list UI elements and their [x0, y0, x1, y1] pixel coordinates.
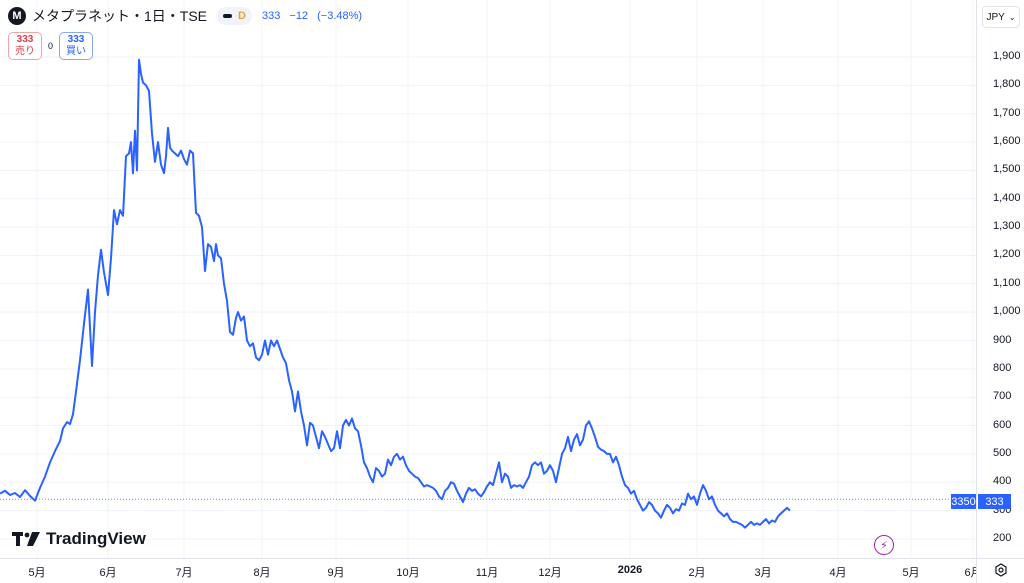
price-axis-label: 700 [993, 390, 1012, 403]
currency-selector[interactable]: JPY ⌄ [982, 6, 1020, 28]
price-axis-label: 1,500 [993, 163, 1021, 176]
price-axis-label: 500 [993, 446, 1012, 459]
volume-tag: 3350 [951, 494, 976, 509]
time-axis[interactable]: 5月 6月 7月 8月 9月 10月 11月 12月 2026 2月 3月 4月 5月 6月 [0, 558, 982, 583]
chevron-down-icon: ⌄ [1008, 12, 1016, 22]
time-axis-label: 6月 [99, 567, 117, 579]
spread-value: 0 [48, 41, 54, 51]
price-axis-label: 1,200 [993, 248, 1021, 261]
minus-icon [223, 14, 233, 18]
time-axis-label: 2026 [617, 564, 643, 576]
time-axis-label: 3月 [754, 567, 772, 579]
axis-corner [976, 558, 1024, 583]
buy-button[interactable]: 333 買い [59, 32, 94, 60]
price-axis-label: 600 [993, 418, 1012, 431]
price-axis-label: 1,600 [993, 135, 1021, 148]
time-axis-label: 2月 [688, 567, 706, 579]
last-price: 333 [261, 10, 281, 22]
market-status-pill[interactable]: D [217, 7, 252, 25]
time-axis-label: 5月 [902, 567, 920, 579]
price-change-pct: (−3.48%) [317, 10, 363, 22]
price-axis-label: 1,300 [993, 220, 1021, 233]
price-line [0, 58, 791, 529]
lightning-icon[interactable]: ⚡ [874, 535, 894, 555]
time-axis-label: 10月 [396, 567, 420, 579]
sell-label: 売り [15, 46, 35, 57]
settings-gear-icon[interactable] [994, 563, 1008, 577]
tradingview-mark-icon [12, 532, 40, 546]
symbol-logo-icon: M [8, 7, 26, 25]
symbol-title[interactable]: メタプラネット・1日・TSE [32, 8, 208, 24]
interval-badge: D [238, 10, 246, 22]
tradingview-wordmark: TradingView [46, 529, 146, 548]
time-axis-label: 7月 [175, 567, 193, 579]
order-panel: 333 売り 0 333 買い [8, 32, 94, 60]
time-axis-label: 11月 [475, 567, 499, 579]
grid-lines [0, 0, 976, 558]
price-axis-label: 900 [993, 333, 1012, 346]
price-axis-label: 1,700 [993, 106, 1021, 119]
price-chart[interactable] [0, 0, 976, 558]
chart-header: M メタプラネット・1日・TSE D 333 −12 (−3.48%) [8, 6, 368, 26]
last-price-tag: 333 [977, 494, 1011, 509]
price-axis[interactable]: 200 300 400 500 600 700 800 900 1,000 1,100 1,200 1… [976, 0, 1024, 558]
tradingview-logo[interactable]: TradingView [12, 529, 146, 549]
time-axis-label: 9月 [327, 567, 345, 579]
sell-price: 333 [16, 34, 34, 45]
price-axis-label: 1,800 [993, 78, 1021, 91]
price-change: −12 [289, 10, 309, 22]
buy-price: 333 [67, 34, 85, 45]
price-axis-label: 1,000 [993, 305, 1021, 318]
price-axis-label: 800 [993, 361, 1012, 374]
price-axis-label: 400 [993, 475, 1012, 488]
sell-button[interactable]: 333 売り [8, 32, 42, 60]
price-axis-label: 200 [993, 531, 1012, 544]
price-axis-label: 1,900 [993, 50, 1021, 62]
currency-label: JPY [986, 11, 1005, 23]
price-axis-label: 1,100 [993, 276, 1021, 289]
price-axis-label: 1,400 [993, 191, 1021, 204]
buy-label: 買い [66, 46, 87, 57]
time-axis-label: 12月 [538, 567, 562, 579]
time-axis-label: 4月 [829, 567, 847, 579]
time-axis-label: 5月 [28, 567, 46, 579]
quote-summary: 333 −12 (−3.48%) [262, 10, 368, 22]
time-axis-label: 8月 [253, 567, 271, 579]
